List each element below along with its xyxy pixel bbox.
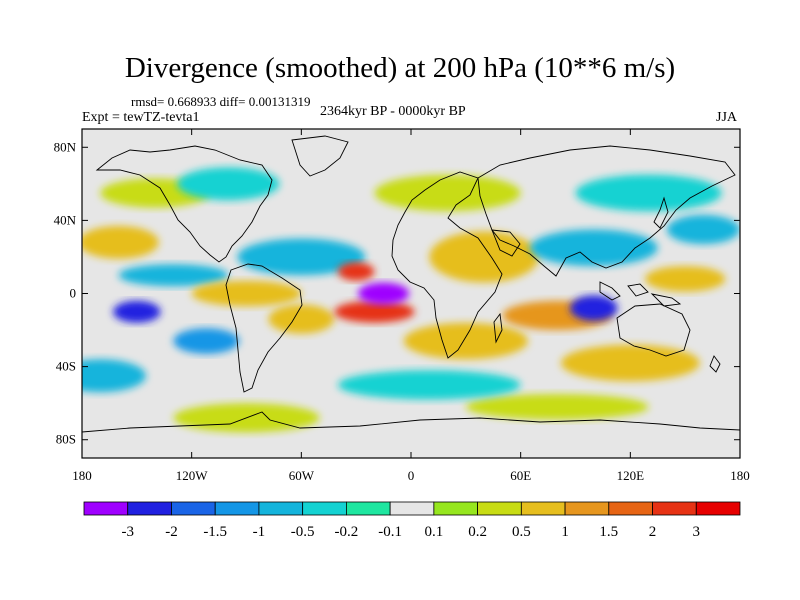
map-frame [81, 128, 741, 459]
field-anomaly-19 [173, 328, 240, 354]
coastline-greenland [291, 135, 349, 177]
colorbar-level-label: -0.5 [291, 524, 315, 540]
field-anomaly-17 [191, 280, 302, 307]
colorbar-level-label: 2 [649, 524, 657, 540]
coastline-europe-africa [391, 171, 503, 359]
field-anomaly-5 [177, 167, 280, 201]
colorbar-swatch-10 [520, 501, 566, 516]
colorbar-swatch-9 [477, 501, 522, 516]
colorbar-swatch-6 [345, 501, 391, 516]
plot-title: Divergence (smoothed) at 200 hPa (10**6 … [124, 52, 676, 84]
map-panel: 80N 40N 0 40S 80S 180 120W 60W 0 60E 120E 180 [54, 128, 750, 483]
rmsd-diff-stats: rmsd= 0.668933 diff= 0.00131319 [131, 94, 311, 109]
colorbar-level-label: -1 [253, 524, 266, 540]
lat-tick-label: 80N [54, 139, 77, 154]
colorbar-swatch-4 [258, 501, 304, 516]
colorbar-level-label: -3 [121, 524, 134, 540]
coastline-japan [653, 196, 669, 229]
field-anomaly-21 [337, 262, 375, 281]
field-anomaly-22 [113, 300, 161, 323]
coastline-north-america [95, 145, 273, 263]
coastline-madagascar [493, 312, 503, 344]
field-anomaly-13 [82, 359, 146, 393]
lat-tick-label: 80S [56, 432, 76, 447]
lon-tick-label: 120W [176, 468, 209, 483]
lon-tick-label: 60E [510, 468, 531, 483]
colorbar: -3 -2 -1.5 -1 -0.5 -0.2 -0.1 0.1 0.2 0.5 1 1.5 2 3 [83, 501, 741, 540]
coastline-asia [477, 145, 736, 277]
field-anomaly-3 [465, 394, 649, 420]
colorbar-level-label: 1 [561, 524, 569, 540]
field-anomaly-23 [570, 295, 618, 321]
field-anomaly-0 [374, 174, 521, 212]
field-anomaly-15 [644, 266, 726, 292]
coastline-australia [616, 303, 691, 357]
lon-tick-label: 60W [289, 468, 315, 483]
season-label: JJA [716, 110, 738, 125]
field-anomaly-9 [82, 225, 159, 259]
colorbar-swatch-0 [83, 501, 129, 516]
colorbar-level-label: 1.5 [599, 524, 618, 540]
lat-tick-label: 40N [54, 212, 77, 227]
field-anomaly-7 [403, 322, 528, 360]
colorbar-swatch-7 [389, 501, 435, 516]
coastline-new-zealand [709, 355, 721, 373]
time-period-label: 2364kyr BP - 0000kyr BP [320, 104, 466, 119]
colorbar-swatch-14 [695, 501, 741, 516]
colorbar-swatch-3 [214, 501, 260, 516]
colorbar-swatch-2 [171, 501, 216, 516]
lon-tick-label: 0 [408, 468, 415, 483]
colorbar-level-label: -0.2 [335, 524, 359, 540]
field-anomaly-12 [529, 229, 658, 267]
colorbar-level-label: -2 [165, 524, 178, 540]
field-anomaly-24 [334, 300, 415, 323]
field-anomaly-14 [560, 344, 700, 382]
colorbar-level-label: -0.1 [378, 524, 402, 540]
experiment-label: Expt = tewTZ-tevta1 [82, 110, 200, 125]
colorbar-swatch-1 [127, 501, 172, 516]
coastline-south-america [225, 263, 303, 393]
colorbar-swatch-12 [608, 501, 653, 516]
lon-tick-label: 180 [72, 468, 92, 483]
coastline-indonesia [599, 281, 682, 307]
colorbar-level-label: 0.1 [424, 524, 443, 540]
colorbar-level-label: 0.2 [468, 524, 487, 540]
colorbar-level-label: 0.5 [512, 524, 531, 540]
field-anomaly-10 [429, 231, 539, 283]
field-anomaly-25 [357, 282, 410, 305]
map-ticks: 80N 40N 0 40S 80S 180 120W 60W 0 60E 120E 180 [54, 129, 750, 483]
lat-tick-label: 0 [70, 286, 77, 301]
colorbar-swatch-5 [302, 501, 347, 516]
colorbar-level-label: 3 [693, 524, 701, 540]
lon-tick-label: 120E [617, 468, 645, 483]
colorbar-swatch-13 [652, 501, 697, 516]
coastlines [82, 135, 740, 433]
field-anomaly-16 [118, 264, 229, 287]
lat-tick-label: 40S [56, 359, 76, 374]
coastline-arabia [491, 229, 521, 257]
colorbar-level-label: -1.5 [203, 524, 227, 540]
field-anomaly-8 [268, 304, 335, 334]
lon-tick-label: 180 [730, 468, 750, 483]
coastline-antarctica [82, 411, 740, 433]
field-anomaly-18 [666, 214, 740, 245]
field-anomaly-4 [337, 370, 521, 400]
colorbar-swatch-11 [564, 501, 610, 516]
colorbar-swatch-8 [433, 501, 479, 516]
field-anomaly-11 [237, 238, 366, 276]
